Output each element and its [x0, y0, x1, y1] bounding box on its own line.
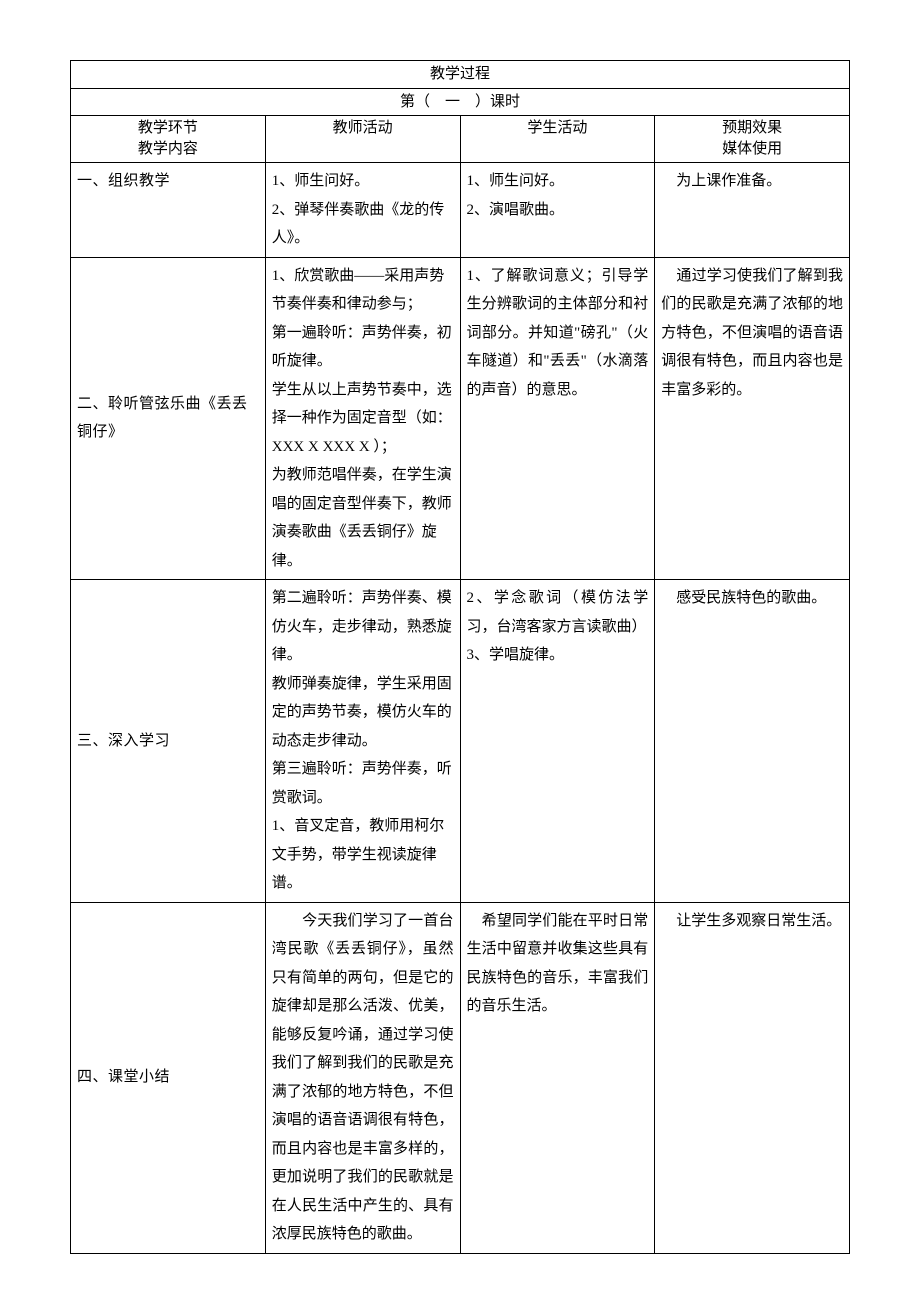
table-title: 教学过程	[71, 61, 850, 89]
row-expected: 为上课作准备。	[655, 163, 850, 258]
row-teacher: 1、师生问好。 2、弹琴伴奏歌曲《龙的传人》。	[265, 163, 460, 258]
row-expected: 感受民族特色的歌曲。	[655, 580, 850, 903]
row-expected: 让学生多观察日常生活。	[655, 902, 850, 1253]
lesson-plan-table: 教学过程 第（ 一 ）课时 教学环节 教学内容 教师活动 学生活动 预期效果 媒…	[70, 60, 850, 1254]
row-student: 1、了解歌词意义；引导学生分辨歌词的主体部分和衬词部分。并知道"磅孔"（火车隧道…	[460, 257, 655, 580]
row-teacher: 1、欣赏歌曲——采用声势节奏伴奏和律动参与； 第一遍聆听：声势伴奏，初听旋律。 …	[265, 257, 460, 580]
row-section: 四、课堂小结	[71, 902, 266, 1253]
header-teacher: 教师活动	[265, 116, 460, 163]
table-row: 四、课堂小结 今天我们学习了一首台湾民歌《丢丢铜仔》，虽然只有简单的两句，但是它…	[71, 902, 850, 1253]
table-subtitle: 第（ 一 ）课时	[71, 88, 850, 116]
row-student: 2、学念歌词（模仿法学习，台湾客家方言读歌曲） 3、学唱旋律。	[460, 580, 655, 903]
row-expected: 通过学习使我们了解到我们的民歌是充满了浓郁的地方特色，不但演唱的语音语调很有特色…	[655, 257, 850, 580]
row-teacher: 第二遍聆听：声势伴奏、模仿火车，走步律动，熟悉旋律。 教师弹奏旋律，学生采用固定…	[265, 580, 460, 903]
row-student: 1、师生问好。 2、演唱歌曲。	[460, 163, 655, 258]
row-section: 一、组织教学	[71, 163, 266, 258]
header-expected: 预期效果 媒体使用	[655, 116, 850, 163]
row-section: 二、聆听管弦乐曲《丢丢铜仔》	[71, 257, 266, 580]
row-student: 希望同学们能在平时日常生活中留意并收集这些具有民族特色的音乐，丰富我们的音乐生活…	[460, 902, 655, 1253]
row-section: 三、深入学习	[71, 580, 266, 903]
header-section: 教学环节 教学内容	[71, 116, 266, 163]
row-teacher: 今天我们学习了一首台湾民歌《丢丢铜仔》，虽然只有简单的两句，但是它的旋律却是那么…	[265, 902, 460, 1253]
header-row: 教学环节 教学内容 教师活动 学生活动 预期效果 媒体使用	[71, 116, 850, 163]
table-row: 一、组织教学 1、师生问好。 2、弹琴伴奏歌曲《龙的传人》。 1、师生问好。 2…	[71, 163, 850, 258]
title-row: 教学过程	[71, 61, 850, 89]
table-row: 三、深入学习 第二遍聆听：声势伴奏、模仿火车，走步律动，熟悉旋律。 教师弹奏旋律…	[71, 580, 850, 903]
subtitle-row: 第（ 一 ）课时	[71, 88, 850, 116]
table-row: 二、聆听管弦乐曲《丢丢铜仔》 1、欣赏歌曲——采用声势节奏伴奏和律动参与； 第一…	[71, 257, 850, 580]
header-student: 学生活动	[460, 116, 655, 163]
